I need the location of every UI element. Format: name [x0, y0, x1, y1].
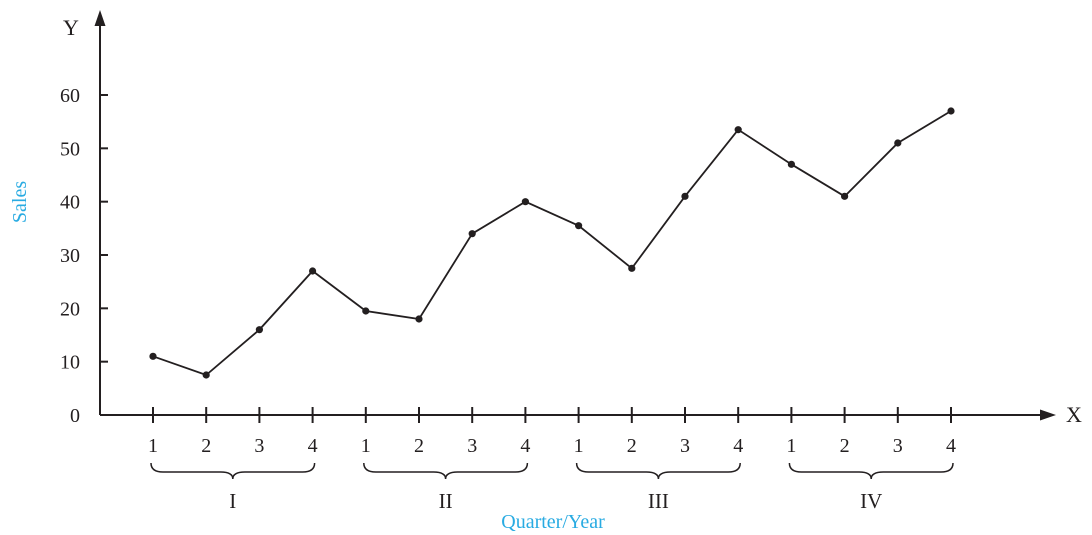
y-tick-label: 20 — [60, 298, 80, 320]
data-point — [521, 198, 530, 206]
year-group-label: IV — [860, 489, 882, 513]
series-sales — [149, 107, 955, 379]
x-tick-label: 1 — [786, 435, 796, 457]
x-tick-label: 1 — [148, 435, 158, 457]
data-point — [841, 192, 849, 200]
data-point — [362, 307, 370, 315]
x-tick-label: 3 — [893, 435, 903, 457]
data-point — [468, 230, 476, 238]
data-point — [947, 107, 955, 115]
y-tick-label: 30 — [60, 245, 80, 267]
x-tick-label: 4 — [946, 435, 956, 457]
x-tick-label: 3 — [680, 435, 690, 457]
x-tick-label: 4 — [520, 435, 530, 457]
year-brace — [575, 462, 741, 480]
x-tick-label: 1 — [361, 435, 371, 457]
x-tick-label: 2 — [414, 435, 424, 457]
x-axis-arrow — [1040, 409, 1056, 421]
x-tick-label: 3 — [467, 435, 477, 457]
data-point — [628, 264, 636, 272]
y-tick-label: 60 — [60, 85, 80, 107]
data-point — [309, 267, 317, 275]
data-point — [415, 315, 423, 323]
data-point — [894, 139, 902, 147]
year-brace — [150, 462, 316, 480]
x-tick-label: 3 — [254, 435, 264, 457]
x-tick-label: 1 — [574, 435, 584, 457]
y-axis-title: Sales — [9, 181, 31, 223]
y-tick-label: 0 — [70, 405, 80, 427]
year-groups: I II III IV — [150, 462, 954, 513]
data-point — [734, 126, 742, 134]
year-group-label: I — [229, 489, 236, 513]
x-tick-label: 4 — [733, 435, 743, 457]
series-line — [152, 110, 952, 377]
y-axis-arrow — [94, 10, 106, 26]
year-group-label: III — [648, 489, 669, 513]
x-axis-title: Quarter/Year — [501, 511, 605, 533]
y-ticks: 0 10 20 30 40 50 60 — [60, 85, 108, 427]
x-axis-letter: X — [1066, 402, 1082, 427]
x-tick-label: 2 — [201, 435, 211, 457]
year-brace — [788, 462, 954, 480]
data-point — [787, 160, 796, 168]
data-point — [575, 222, 583, 230]
data-point — [681, 192, 689, 200]
data-point — [149, 352, 157, 360]
y-tick-label: 50 — [60, 138, 80, 160]
year-brace — [363, 462, 529, 480]
x-tick-label: 2 — [627, 435, 637, 457]
y-tick-label: 40 — [60, 192, 80, 214]
y-tick-label: 10 — [60, 352, 80, 374]
data-point — [202, 371, 210, 379]
x-tick-label: 4 — [308, 435, 318, 457]
y-axis-letter: Y — [63, 15, 79, 40]
year-group-label: II — [439, 489, 453, 513]
data-point — [255, 326, 263, 334]
x-ticks: 1 2 3 4 1 2 3 4 1 2 3 4 1 2 3 4 — [148, 407, 956, 457]
x-tick-label: 2 — [840, 435, 850, 457]
